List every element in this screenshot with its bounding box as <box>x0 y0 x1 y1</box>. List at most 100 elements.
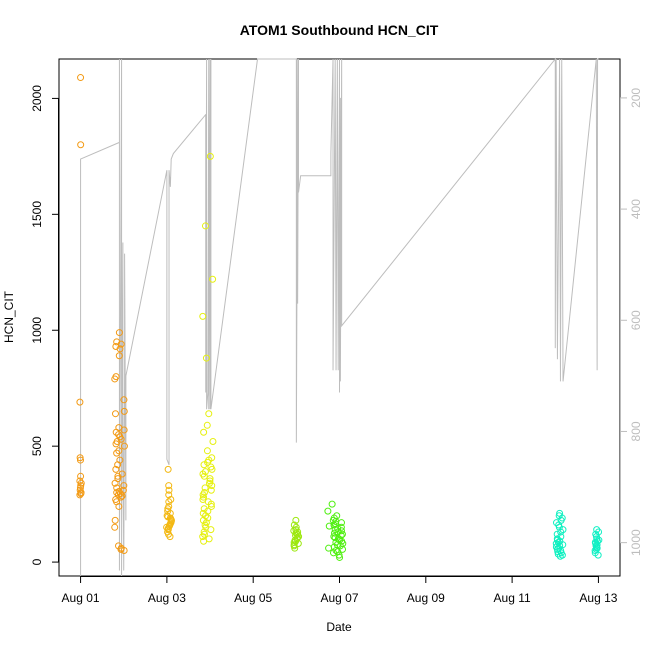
data-point-3-44 <box>199 533 207 541</box>
data-point-3-18 <box>200 472 208 480</box>
data-point-2-0 <box>164 465 172 473</box>
x-tick-label-6: Aug 13 <box>579 591 617 605</box>
x-tick-label-3: Aug 07 <box>320 591 358 605</box>
data-point-4-0 <box>292 516 300 524</box>
data-point-1-20 <box>115 447 123 455</box>
y-tick-label-3: 1500 <box>30 201 44 228</box>
data-point-3-42 <box>200 528 208 536</box>
secondary-series-line <box>80 57 599 577</box>
data-point-1-24 <box>112 465 120 473</box>
data-point-0-4 <box>76 456 84 464</box>
data-point-0-3 <box>76 454 84 462</box>
data-point-6-8 <box>557 528 565 536</box>
data-point-3-3 <box>199 312 207 320</box>
data-point-3-24 <box>207 486 215 494</box>
data-point-3-22 <box>208 482 216 490</box>
y2-tick-label-3: 800 <box>629 421 643 441</box>
data-point-6-20 <box>553 545 561 553</box>
data-point-0-13 <box>76 491 84 499</box>
x-tick-label-2: Aug 05 <box>234 591 272 605</box>
data-point-3-9 <box>203 447 211 455</box>
data-point-1-46 <box>120 547 128 554</box>
y-tick-label-2: 1000 <box>30 317 44 344</box>
data-point-3-46 <box>200 537 208 545</box>
y-tick-label-1: 500 <box>30 436 44 456</box>
data-point-5-16 <box>338 530 346 538</box>
data-point-2-4 <box>167 495 175 503</box>
data-point-3-6 <box>203 421 211 429</box>
data-point-1-40 <box>115 502 123 510</box>
data-point-3-2 <box>209 275 217 283</box>
data-point-3-31 <box>207 502 215 510</box>
data-point-5-9 <box>325 522 333 530</box>
data-point-6-24 <box>554 550 562 558</box>
data-point-3-32 <box>200 505 208 513</box>
data-point-6-6 <box>555 523 563 531</box>
data-point-1-29 <box>120 482 128 490</box>
data-point-1-8 <box>120 396 128 404</box>
data-point-5-0 <box>328 500 336 508</box>
data-point-3-30 <box>207 500 215 508</box>
data-point-1-41 <box>111 516 119 524</box>
data-point-3-4 <box>202 354 210 362</box>
data-point-3-0 <box>206 152 214 160</box>
data-point-2-5 <box>165 498 173 506</box>
x-tick-label-4: Aug 09 <box>407 591 445 605</box>
data-point-3-7 <box>200 428 208 436</box>
y-axis-left: 0 500 1000 1500 2000 <box>30 85 59 565</box>
y2-tick-label-4: 1000 <box>629 529 643 556</box>
data-point-5-1 <box>324 507 332 515</box>
y2-tick-label-2: 600 <box>629 310 643 330</box>
data-point-1-9 <box>120 407 128 415</box>
secondary-series <box>80 57 599 577</box>
data-point-1-45 <box>117 545 125 553</box>
y-tick-label-0: 0 <box>30 558 44 565</box>
x-axis-label: Date <box>326 620 352 634</box>
data-point-5-34 <box>336 553 344 561</box>
data-point-7-0 <box>593 526 601 534</box>
x-tick-label-5: Aug 11 <box>494 591 531 605</box>
data-point-1-10 <box>111 410 119 418</box>
data-point-3-5 <box>205 410 213 418</box>
data-point-2-2 <box>165 486 173 494</box>
data-point-1-30 <box>113 484 121 492</box>
y2-tick-label-0: 200 <box>629 88 643 108</box>
data-point-0-2 <box>76 398 84 406</box>
y-axis-right: 200 400 600 800 1000 <box>620 88 643 556</box>
data-point-6-26 <box>556 552 564 560</box>
data-point-7-12 <box>593 544 601 552</box>
data-point-4-18 <box>291 544 299 552</box>
data-point-1-12 <box>120 426 128 434</box>
data-point-2-25 <box>166 533 174 541</box>
data-point-1-42 <box>111 523 119 531</box>
data-point-3-19 <box>206 475 214 483</box>
data-point-3-12 <box>204 458 212 466</box>
data-point-0-5 <box>77 472 85 480</box>
y-axis-label: HCN_CIT <box>2 290 16 343</box>
y-tick-label-4: 2000 <box>30 85 44 112</box>
data-point-1-0 <box>115 329 123 337</box>
data-point-1-28 <box>111 479 119 487</box>
x-tick-label-1: Aug 03 <box>148 591 186 605</box>
data-point-2-1 <box>165 482 173 490</box>
data-point-1-5 <box>115 352 123 360</box>
data-point-5-15 <box>331 529 339 537</box>
data-point-4-4 <box>290 527 298 535</box>
data-point-1-36 <box>118 492 126 500</box>
data-point-3-21 <box>206 479 214 487</box>
data-point-0-12 <box>77 490 85 498</box>
data-point-0-0 <box>77 74 85 82</box>
data-point-1-19 <box>120 442 128 450</box>
y2-tick-label-1: 400 <box>629 199 643 219</box>
data-point-5-28 <box>325 544 333 552</box>
data-point-3-41 <box>207 526 215 534</box>
data-point-1-21 <box>113 449 121 457</box>
data-point-3-1 <box>201 222 209 230</box>
data-point-5-31 <box>334 548 342 556</box>
data-point-1-13 <box>112 428 120 436</box>
data-point-5-13 <box>338 527 345 535</box>
data-point-1-4 <box>116 345 124 353</box>
chart-title: ATOM1 Southbound HCN_CIT <box>240 22 439 38</box>
data-point-3-8 <box>209 438 217 446</box>
